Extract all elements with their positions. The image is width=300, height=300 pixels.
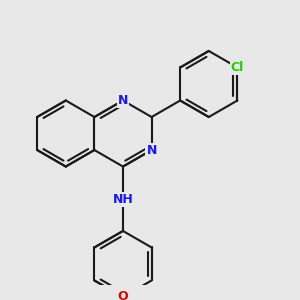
Text: O: O [118, 290, 128, 300]
Text: Cl: Cl [231, 61, 244, 74]
Text: NH: NH [112, 193, 134, 206]
Text: N: N [146, 143, 157, 157]
Text: N: N [118, 94, 128, 107]
